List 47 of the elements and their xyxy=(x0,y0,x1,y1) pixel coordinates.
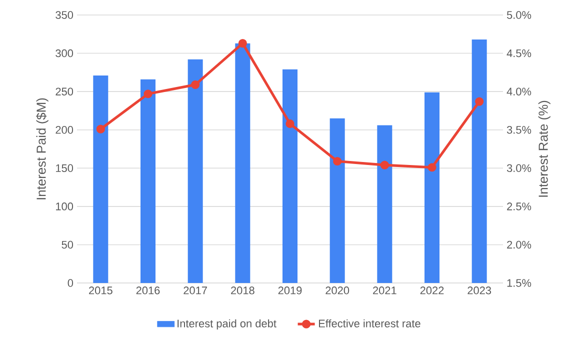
point xyxy=(428,163,436,172)
bar xyxy=(330,118,345,283)
point xyxy=(144,90,152,98)
bar xyxy=(377,125,392,283)
y2-tick-label: 1.5% xyxy=(507,279,532,287)
x-tick-label: 2016 xyxy=(136,286,160,294)
y-tick-label: 250 xyxy=(56,88,74,96)
point xyxy=(333,156,342,166)
x-tick-label: 2019 xyxy=(278,286,302,294)
y2-tick-label: 5.0% xyxy=(506,11,532,19)
legend-label: Interest paid on debt xyxy=(178,319,276,330)
x-tick-label: 2018 xyxy=(231,286,254,294)
y2-tick-label: 3.5% xyxy=(506,126,532,134)
y-tick-label: 150 xyxy=(56,164,74,172)
point xyxy=(286,119,294,128)
point xyxy=(96,124,105,134)
legend-label: Effective interest rate xyxy=(318,319,420,328)
y-tick-label: 200 xyxy=(56,126,74,134)
bar xyxy=(93,75,108,283)
point xyxy=(238,39,247,48)
y-axis-title: Interest Paid ($M) xyxy=(36,98,48,200)
x-tick-label: 2015 xyxy=(89,286,112,294)
x-tick-label: 2017 xyxy=(184,286,207,294)
y-tick-label: 50 xyxy=(62,240,74,249)
y2-tick-label: 4.5% xyxy=(506,49,532,58)
bar xyxy=(282,69,298,283)
bar xyxy=(424,92,440,283)
point xyxy=(380,160,389,170)
y-tick-label: 100 xyxy=(56,202,74,210)
y-tick-label: 0 xyxy=(68,279,74,287)
bar xyxy=(472,40,487,283)
bar xyxy=(188,59,203,283)
bar xyxy=(235,43,250,283)
point xyxy=(191,80,200,89)
y2-axis-title: Interest Rate (%) xyxy=(538,100,550,197)
y2-tick-label: 2.0% xyxy=(507,240,532,249)
bar xyxy=(140,79,156,283)
y-tick-label: 300 xyxy=(56,49,74,58)
y2-tick-label: 2.5% xyxy=(507,202,532,210)
y2-tick-label: 4.0% xyxy=(506,88,532,96)
point xyxy=(475,97,484,106)
x-tick-label: 2023 xyxy=(468,286,492,294)
y-tick-label: 350 xyxy=(56,11,74,19)
x-tick-label: 2020 xyxy=(326,286,350,294)
y2-tick-label: 3.0% xyxy=(506,164,532,172)
x-tick-label: 2021 xyxy=(373,286,396,294)
x-tick-label: 2022 xyxy=(420,286,444,294)
